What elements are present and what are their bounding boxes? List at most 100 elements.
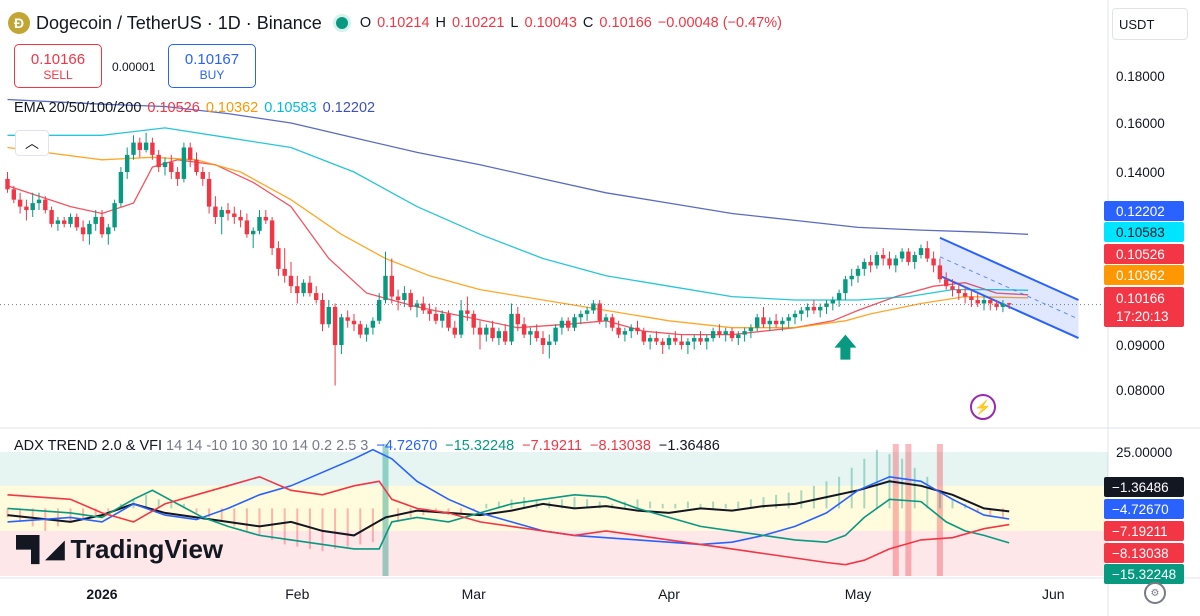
tradingview-logo-icon: ▀▌◢ — [16, 536, 64, 563]
vfi-histogram-bar — [447, 508, 450, 516]
price-axis-tick-label: 0.14000 — [1116, 165, 1165, 180]
ohlc-open: 0.10214 — [377, 15, 430, 31]
candle-body — [263, 216, 268, 221]
vfi-histogram-bar — [699, 503, 702, 509]
candle-body — [49, 210, 54, 224]
sell-button[interactable]: 0.10166 SELL — [14, 44, 102, 88]
adx-zone-0 — [0, 452, 1108, 486]
candle-body — [685, 341, 691, 345]
ema-legend-name: EMA 20/50/100/200 — [14, 100, 142, 116]
vfi-histogram-bar — [913, 467, 916, 509]
candle-body — [805, 306, 810, 311]
candle-body — [767, 320, 772, 325]
adx-value-2: −15.32248 — [445, 438, 515, 454]
candle-body — [143, 142, 149, 150]
time-axis-tick-label: May — [845, 586, 871, 602]
candle-body — [780, 320, 785, 325]
candle-body — [458, 310, 464, 335]
ohlc-low: 0.10043 — [524, 15, 577, 31]
vfi-histogram-bar — [69, 508, 72, 522]
ema-price-tag-label: 0.10362 — [1116, 268, 1165, 283]
candle-body — [723, 331, 728, 335]
vfi-histogram-bar — [686, 501, 689, 509]
vfi-histogram-bar — [258, 508, 261, 536]
candle-body — [855, 268, 861, 276]
vfi-histogram-bar — [233, 508, 236, 527]
vfi-histogram-bar — [724, 503, 727, 509]
buy-label: BUY — [199, 67, 225, 82]
candle-body — [830, 300, 835, 304]
candle-body — [944, 279, 949, 287]
candle-body — [603, 317, 609, 321]
symbol-title[interactable]: Dogecoin / TetherUS · 1D · Binance — [36, 12, 322, 33]
ema200-value: 0.12202 — [322, 100, 376, 116]
vfi-histogram-bar — [674, 503, 677, 509]
candle-body — [11, 189, 16, 200]
collapse-legend-button[interactable]: ︿ — [15, 130, 49, 156]
candle-body — [490, 327, 495, 339]
candle-body — [225, 210, 231, 214]
candle-body — [332, 306, 338, 345]
spread-value: 0.00001 — [112, 60, 156, 74]
ema100-value: 0.10583 — [264, 100, 317, 116]
adx-value-tag — [1104, 543, 1184, 563]
adx-highlight-bar — [382, 444, 389, 576]
candle-body — [981, 300, 987, 304]
vfi-histogram-bar — [195, 508, 198, 513]
candle-body — [484, 327, 489, 335]
candle-body — [994, 303, 999, 307]
vfi-histogram-bar — [661, 503, 664, 509]
vfi-histogram-bar — [586, 499, 589, 509]
vfi-histogram-bar — [485, 503, 488, 509]
candle-body — [799, 310, 804, 314]
vfi-histogram-bar — [208, 508, 211, 518]
candle-body — [616, 327, 621, 335]
ema50-value: 0.10362 — [205, 100, 259, 116]
ohlc-high: 0.10221 — [452, 15, 505, 31]
vfi-histogram-bar — [762, 497, 765, 509]
candle-body — [17, 199, 23, 207]
currency-selector[interactable]: USDT — [1112, 8, 1188, 40]
ema-legend[interactable]: EMA 20/50/100/200 0.10526 0.10362 0.1058… — [14, 100, 375, 116]
candle-body — [868, 261, 873, 266]
vfi-histogram-bar — [107, 508, 110, 513]
tradingview-logo[interactable]: ▀▌◢ TradingView — [16, 534, 223, 565]
candle-body — [112, 203, 117, 228]
adx-value-tag-label: −4.72670 — [1112, 502, 1169, 517]
candle-body — [591, 303, 596, 311]
vfi-histogram-bar — [497, 501, 500, 509]
candle-body — [251, 230, 256, 235]
ema20-value: 0.10526 — [147, 100, 200, 116]
vfi-histogram-bar — [712, 501, 715, 509]
settings-icon[interactable]: ⚙ — [1144, 582, 1166, 604]
candle-body — [200, 172, 205, 179]
vfi-histogram-bar — [182, 503, 185, 509]
candle-body — [150, 142, 155, 155]
candle-body — [465, 310, 470, 314]
candle-body — [87, 223, 92, 235]
vfi-histogram-bar — [245, 508, 248, 531]
adx-legend[interactable]: ADX TREND 2.0 & VFI 14 14 -10 10 30 10 1… — [14, 438, 720, 454]
lightning-icon[interactable]: ⚡ — [970, 394, 996, 420]
candle-body — [1000, 303, 1006, 307]
candle-body — [509, 313, 514, 342]
vfi-histogram-bar — [283, 508, 286, 545]
vfi-histogram-bar — [157, 499, 160, 509]
symbol-header[interactable]: Ð Dogecoin / TetherUS · 1D · Binance O 0.… — [8, 8, 782, 38]
vfi-histogram-bar — [775, 494, 778, 509]
candle-body — [188, 147, 193, 160]
candle-body — [1007, 303, 1012, 305]
candle-body — [635, 327, 640, 332]
candle-body — [137, 142, 142, 150]
candle-body — [408, 293, 413, 307]
vfi-histogram-bar — [308, 508, 311, 549]
candle-body — [647, 338, 653, 342]
candle-body — [792, 313, 798, 318]
adx-series-line — [7, 489, 1010, 550]
vfi-histogram-bar — [346, 508, 349, 547]
vfi-histogram-bar — [19, 508, 22, 522]
price-axis-tick-label: 0.09000 — [1116, 338, 1165, 353]
buy-button[interactable]: 0.10167 BUY — [168, 44, 256, 88]
vfi-histogram-bar — [926, 476, 929, 509]
